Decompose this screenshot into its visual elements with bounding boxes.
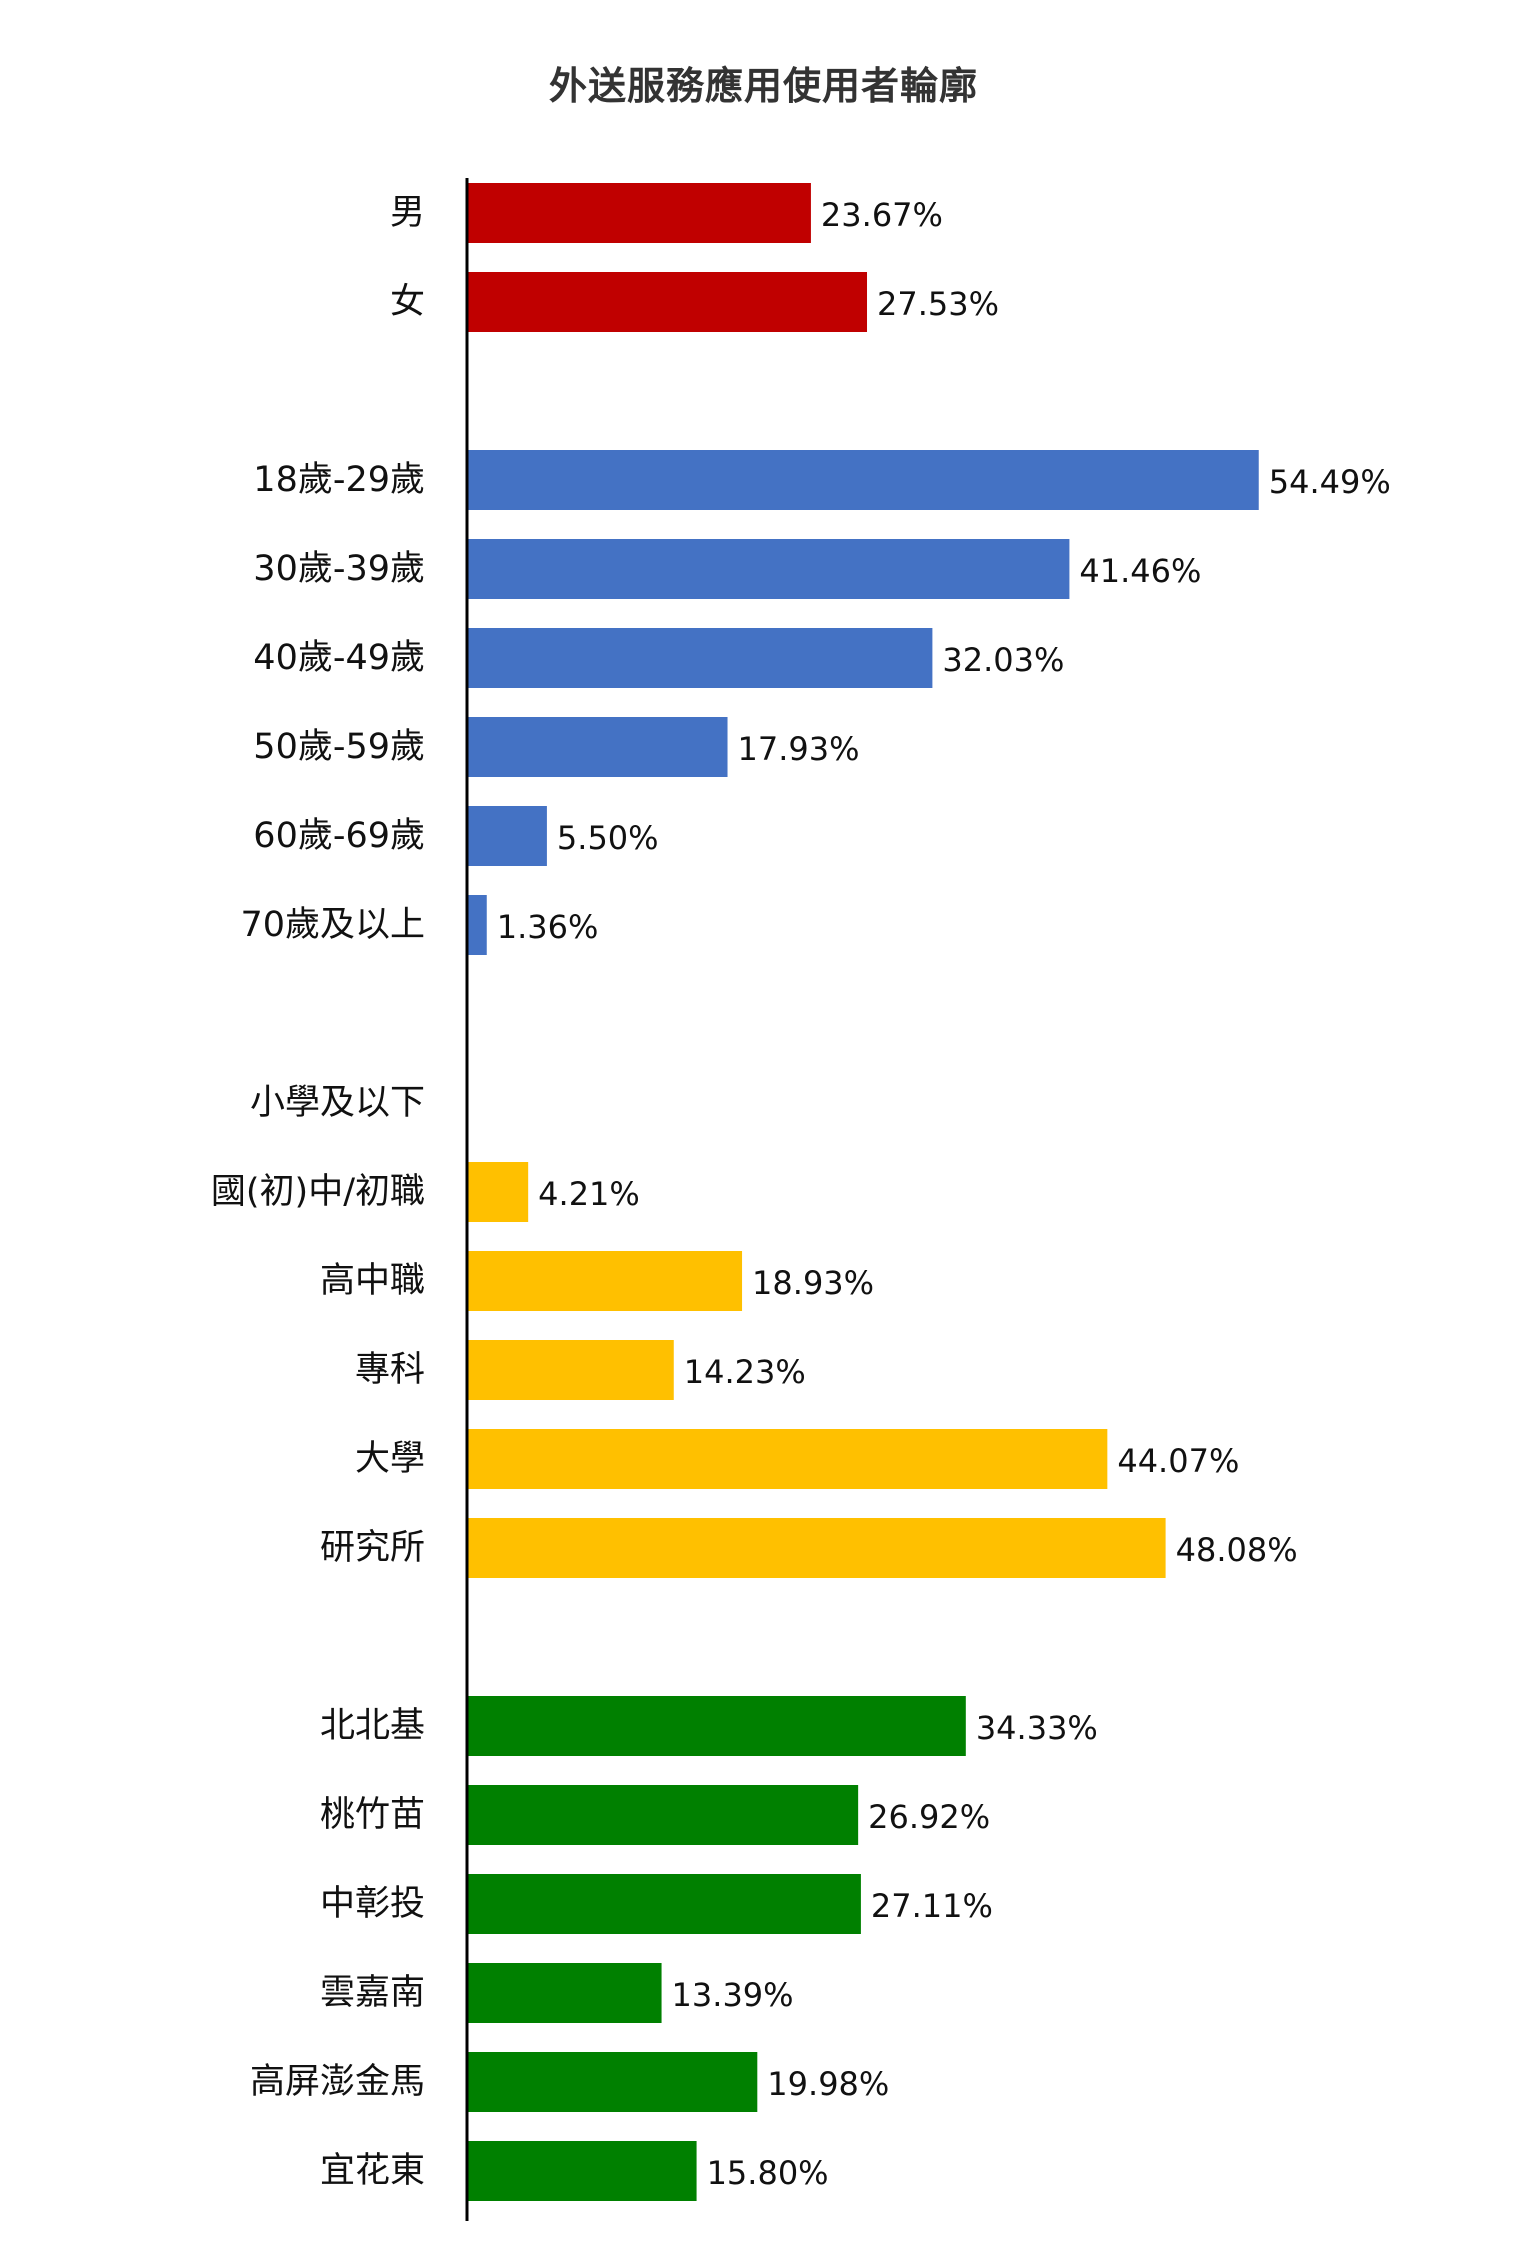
category-label-g3-4: 高屏澎金馬 — [250, 2062, 425, 2102]
category-label-g2-3: 專科 — [355, 1350, 425, 1390]
value-label-g3-2: 27.11% — [871, 1887, 993, 1925]
value-label-g3-5: 15.80% — [707, 2154, 829, 2192]
category-label-g3-3: 雲嘉南 — [320, 1973, 425, 2013]
bar-g1-3 — [467, 717, 728, 777]
bar-g1-4 — [467, 806, 547, 866]
value-label-g2-4: 44.07% — [1117, 1442, 1239, 1480]
chart-title: 外送服務應用使用者輪廓 — [548, 64, 978, 108]
category-label-g3-2: 中彰投 — [320, 1884, 425, 1924]
category-label-g2-4: 大學 — [355, 1439, 425, 1479]
labels-layer: 男 23.67% 女 27.53% 18歲-29歲 54.49% 30歲-39歲 41.46%… — [211, 193, 1391, 2192]
value-label-g2-5: 48.08% — [1176, 1531, 1298, 1569]
bar-g3-1 — [467, 1785, 859, 1845]
bar-g3-4 — [467, 2052, 758, 2112]
category-label-g1-4: 60歲-69歲 — [253, 816, 425, 856]
category-label-g2-0: 小學及以下 — [250, 1083, 425, 1123]
bar-g0-1 — [467, 272, 868, 332]
value-label-g3-1: 26.92% — [868, 1798, 990, 1836]
value-label-g2-3: 14.23% — [684, 1353, 806, 1391]
value-label-g3-0: 34.33% — [976, 1709, 1098, 1747]
bar-g3-2 — [467, 1874, 861, 1934]
bar-g2-5 — [467, 1518, 1166, 1578]
value-label-g3-4: 19.98% — [767, 2065, 889, 2103]
bar-g2-4 — [467, 1429, 1108, 1489]
bar-g2-2 — [467, 1251, 743, 1311]
bar-g1-2 — [467, 628, 933, 688]
bar-g3-5 — [467, 2141, 697, 2201]
bar-g1-0 — [467, 450, 1259, 510]
bar-g0-0 — [467, 183, 811, 243]
bar-g2-3 — [467, 1340, 674, 1400]
value-label-g1-1: 41.46% — [1079, 552, 1201, 590]
value-label-g2-2: 18.93% — [752, 1264, 874, 1302]
value-label-g1-4: 5.50% — [557, 819, 659, 857]
category-label-g1-5: 70歲及以上 — [240, 905, 425, 945]
bars-layer — [467, 183, 1259, 2201]
bar-g3-3 — [467, 1963, 662, 2023]
category-label-g1-1: 30歲-39歲 — [253, 549, 425, 589]
bar-g3-0 — [467, 1696, 966, 1756]
value-label-g0-0: 23.67% — [821, 196, 943, 234]
category-label-g3-0: 北北基 — [320, 1706, 425, 1746]
category-label-g2-1: 國(初)中/初職 — [211, 1172, 425, 1212]
value-label-g1-5: 1.36% — [497, 908, 599, 946]
category-label-g2-2: 高中職 — [320, 1261, 425, 1301]
category-label-g2-5: 研究所 — [320, 1528, 425, 1568]
value-label-g1-3: 17.93% — [738, 730, 860, 768]
value-label-g2-1: 4.21% — [538, 1175, 640, 1213]
value-label-g1-0: 54.49% — [1269, 463, 1391, 501]
value-label-g0-1: 27.53% — [877, 285, 999, 323]
category-label-g1-2: 40歲-49歲 — [253, 638, 425, 678]
category-label-g0-1: 女 — [390, 282, 425, 322]
bar-g1-1 — [467, 539, 1070, 599]
category-label-g3-5: 宜花東 — [320, 2151, 425, 2191]
category-label-g1-0: 18歲-29歲 — [253, 460, 425, 500]
value-label-g1-2: 32.03% — [942, 641, 1064, 679]
category-label-g3-1: 桃竹苗 — [320, 1795, 425, 1835]
category-label-g0-0: 男 — [390, 193, 425, 233]
bar-g2-1 — [467, 1162, 529, 1222]
bar-g1-5 — [467, 895, 487, 955]
category-label-g1-3: 50歲-59歲 — [253, 727, 425, 767]
value-label-g3-3: 13.39% — [672, 1976, 794, 2014]
